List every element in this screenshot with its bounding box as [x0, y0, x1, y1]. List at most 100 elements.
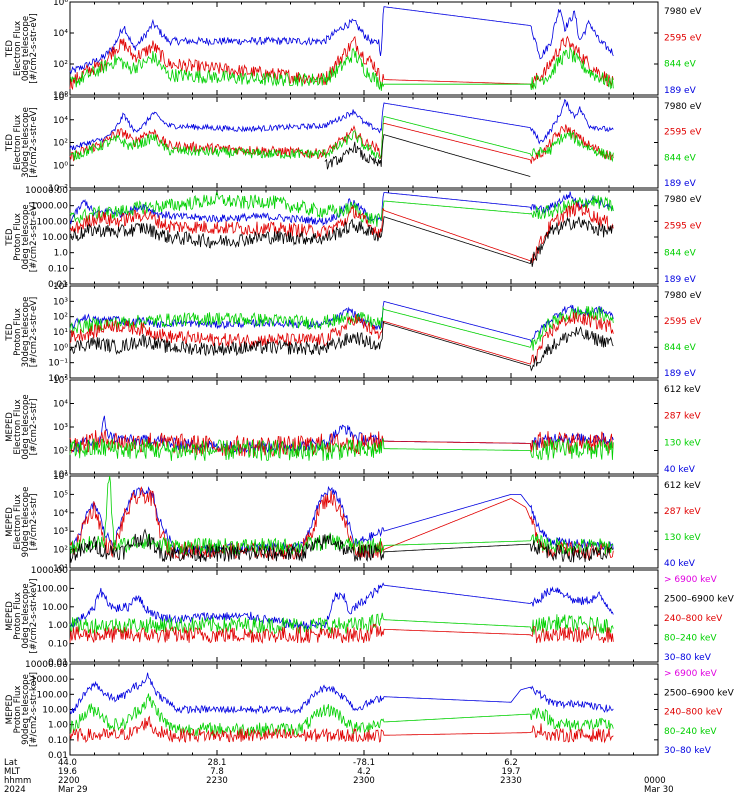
panel-4-ytick-label: 10⁴ [53, 282, 68, 292]
panel-4-ytick-label: 10¹ [53, 328, 68, 338]
panel-8-ytick-label: 1000.00 [31, 675, 68, 685]
panel-2-ytick-label: 10⁰ [53, 161, 68, 171]
panel-5-ylabel: Electron Flux [13, 399, 23, 454]
panel-7-ylabel: Proton Flux [13, 592, 23, 640]
panel-3-series-group [69, 191, 614, 267]
xaxis-tick-date: Mar 29 [58, 785, 88, 795]
panel-2-series-blue-line [69, 98, 614, 151]
panel-4-ytick-label: 10⁻¹ [48, 359, 68, 369]
panel-8-ylabel: MEPED [5, 694, 15, 724]
panel-5-legend-red: 287 keV [664, 412, 701, 422]
panel-4-ylabel: TED [5, 323, 15, 342]
panel-1-ytick-label: 10⁴ [53, 29, 68, 39]
panel-2-legend-black: 7980 eV [664, 102, 702, 112]
panel-1-ylabel: [#/cm2-s-str-eV] [29, 13, 39, 83]
panel-7-series-red-line [69, 623, 614, 644]
panel-8-series-red-line [69, 715, 614, 744]
panel-7-legend-blue: 30–80 keV [664, 653, 712, 663]
panel-3-ylabel: Proton Flux [13, 213, 23, 261]
panel-5-ytick-label: 10⁵ [53, 376, 68, 386]
panel-6-ylabel: Electron Flux [13, 494, 23, 549]
panel-3-ytick-label: 1.0 [54, 249, 69, 259]
panel-8-ylabel: Proton Flux [13, 686, 23, 734]
panel-2-legend-green: 844 eV [664, 153, 697, 163]
panel-4-frame [69, 285, 659, 379]
panel-6-ytick-label: 10⁴ [53, 509, 68, 519]
panel-8-ylabel: 90deg telescope [21, 674, 31, 745]
xaxis-tick-hhmm: 0000 [644, 776, 666, 786]
panel-2-ytick-label: 10⁻² [48, 184, 68, 194]
panel-3-ytick-label: 0.10 [48, 264, 68, 274]
panel-8-series-green-line [69, 693, 614, 738]
panel-6-ytick-label: 10³ [53, 527, 68, 537]
panel-3-ylabel: 0deg telescope [21, 204, 31, 269]
panel-8-legend-green: 80–240 keV [664, 727, 717, 737]
panel-3-ytick-label: 10.00 [42, 233, 68, 243]
panel-5-ytick-label: 10⁴ [53, 400, 68, 410]
xaxis-tick-lat: 28.1 [208, 758, 227, 768]
panel-8-ylabel: [#/cm2-s-str-keV] [29, 672, 39, 747]
panel-2-ylabel: [#/cm2-s-str-eV] [29, 107, 39, 177]
panel-3-series-black-line [69, 216, 614, 267]
panel-1-ytick-label: 10⁰ [53, 91, 68, 101]
panel-8-legend-magenta: > 6900 keV [664, 669, 718, 679]
xaxis-row-label: 2024 [4, 785, 26, 795]
xaxis-tick-mlt: 19.7 [502, 767, 521, 777]
panel-6-legend-blue: 40 keV [664, 559, 696, 569]
panel-6-legend-green: 130 keV [664, 533, 701, 543]
panel-6-series-green-line [69, 475, 614, 556]
panel-5-ylabel: [#/cm2-s-str] [29, 399, 39, 456]
panel-1-ylabel: Electron Flux [13, 21, 23, 76]
panel-1-legend-black: 7980 eV [664, 7, 702, 17]
panel-2-series-green-line [69, 115, 614, 163]
panel-1-legend-blue: 189 eV [664, 86, 697, 96]
panel-1-ytick-label: 10⁶ [53, 0, 68, 8]
panel-7-ytick-label: 10.00 [42, 603, 68, 613]
panel-7-frame [69, 569, 659, 663]
panel-8-series-group [69, 672, 614, 744]
panel-1-legend-red: 2595 eV [664, 33, 702, 43]
panel-7-legend-magenta: > 6900 keV [664, 575, 718, 585]
panel-5-ytick-label: 10¹ [53, 470, 68, 480]
xaxis-row-label: hhmm [4, 776, 31, 786]
panel-4-ylabel: Proton Flux [13, 308, 23, 356]
panel-7-legend-green: 80–240 keV [664, 634, 717, 644]
xaxis-tick-hhmm: 2200 [58, 776, 80, 786]
panel-8-legend-red: 240–800 keV [664, 708, 723, 718]
xaxis-tick-hhmm: 2230 [206, 776, 228, 786]
panel-2-series-black-line [324, 134, 531, 177]
panel-3-legend-green: 844 eV [664, 248, 697, 258]
xaxis-tick-mlt: 7.8 [210, 767, 224, 777]
panel-6-ytick-label: 10⁶ [53, 472, 68, 482]
xaxis-row-label: MLT [4, 767, 21, 777]
xaxis-tick-hhmm: 2330 [500, 776, 522, 786]
panel-4-ytick-label: 10³ [53, 297, 68, 307]
panel-5-series-group [69, 415, 614, 462]
panel-5-legend-black: 612 keV [664, 385, 701, 395]
panel-4-ylabel: [#/cm2-s-str-eV] [29, 297, 39, 367]
panel-4-legend-blue: 189 eV [664, 369, 697, 379]
panel-6-legend-black: 612 keV [664, 481, 701, 491]
panel-7-ytick-label: 1000.00 [31, 566, 68, 576]
panel-2-ylabel: TED [5, 133, 15, 152]
panel-5-ytick-label: 10³ [53, 423, 68, 433]
panel-3-series-green-line [69, 192, 614, 227]
panel-4-series-black-line [69, 320, 614, 372]
panel-7-ylabel: MEPED [5, 601, 15, 631]
xaxis-tick-lat: 44.0 [58, 758, 77, 768]
panel-6-series-blue-line [69, 485, 614, 555]
panel-6-ylabel: [#/cm2-s-str] [29, 494, 39, 551]
panel-3-ytick-label: 100.00 [37, 217, 69, 227]
panel-7-series-blue-line [69, 582, 614, 630]
panel-5-ylabel: 0deg telescope [21, 394, 31, 459]
panel-7-ytick-label: 1.00 [48, 621, 68, 631]
xaxis-row-label: Lat [4, 758, 18, 768]
panel-8-ytick-label: 1.00 [48, 721, 68, 731]
panel-7-ytick-label: 0.01 [48, 658, 68, 668]
panel-2-ylabel: Electron Flux [13, 115, 23, 170]
panel-1-series-blue-line [69, 6, 614, 75]
panel-7-ylabel: 0deg telescope [21, 583, 31, 648]
panel-8-legend-black: 2500–6900 keV [664, 688, 735, 698]
panel-2-ytick-label: 10⁴ [53, 116, 68, 126]
